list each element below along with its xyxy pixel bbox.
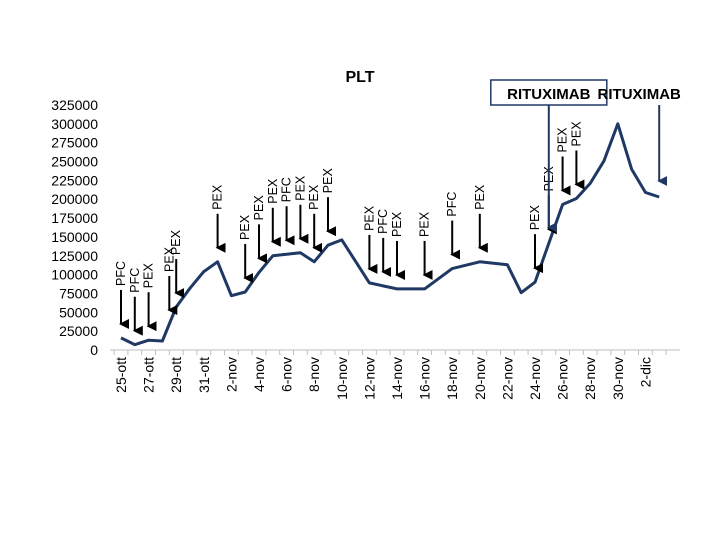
x-tick-label: 10-nov bbox=[334, 357, 350, 400]
y-tick-label: 100000 bbox=[51, 267, 98, 283]
annotation-label: PEX bbox=[211, 184, 225, 210]
x-tick-label: 8-nov bbox=[306, 357, 322, 392]
x-tick-label: 26-nov bbox=[555, 357, 571, 400]
annotation-label: PEX bbox=[238, 214, 252, 240]
y-tick-label: 75000 bbox=[59, 285, 98, 301]
annotation-label: PEX bbox=[390, 211, 404, 237]
rituximab-label: RITUXIMAB bbox=[598, 86, 681, 103]
x-tick-label: 28-nov bbox=[582, 357, 598, 400]
annotation-label: PFC bbox=[128, 268, 142, 293]
y-tick-label: 25000 bbox=[59, 323, 98, 339]
annotation-label: PEX bbox=[142, 263, 156, 289]
y-tick-label: 125000 bbox=[51, 248, 98, 264]
x-tick-label: 18-nov bbox=[444, 357, 460, 400]
annotation-label: PEX bbox=[321, 168, 335, 194]
y-tick-label: 175000 bbox=[51, 210, 98, 226]
annotation-label: PFC bbox=[280, 177, 294, 202]
x-tick-label: 4-nov bbox=[251, 357, 267, 392]
annotation-label: PEX bbox=[473, 184, 487, 210]
annotation-label: PEX bbox=[169, 229, 183, 255]
x-tick-label: 2-nov bbox=[223, 357, 239, 392]
annotation-label: PEX bbox=[307, 184, 321, 210]
annotation-label: PFC bbox=[114, 261, 128, 286]
annotation-label: PEX bbox=[418, 211, 432, 237]
axes bbox=[110, 349, 680, 355]
rituximab-markers: RITUXIMAB RITUXIMAB bbox=[490, 79, 681, 233]
chart-title: PLT bbox=[345, 69, 374, 86]
x-tick-label: 25-ott bbox=[113, 357, 129, 393]
annotation-label: PFC bbox=[376, 209, 390, 234]
x-tick-label: 22-nov bbox=[499, 357, 515, 400]
annotation-label: PEX bbox=[569, 121, 583, 147]
y-tick-label: 275000 bbox=[51, 135, 98, 151]
rituximab-box bbox=[490, 79, 608, 106]
annotation-label: PEX bbox=[362, 205, 376, 231]
x-tick-label: 24-nov bbox=[527, 357, 543, 400]
x-tick-label: 6-nov bbox=[279, 357, 295, 392]
y-tick-label: 300000 bbox=[51, 116, 98, 132]
y-axis-ticks: 0 25000 50000 75000 100000 125000 150000 175000… bbox=[51, 97, 98, 358]
y-tick-label: 325000 bbox=[51, 97, 98, 113]
x-tick-label: 29-ott bbox=[168, 357, 184, 393]
x-tick-label: 27-ott bbox=[141, 357, 157, 393]
y-tick-label: 50000 bbox=[59, 304, 98, 320]
y-tick-label: 150000 bbox=[51, 229, 98, 245]
annotation-label: PEX bbox=[162, 246, 176, 272]
annotation-label: PFC bbox=[445, 192, 459, 217]
x-tick-label: 14-nov bbox=[389, 357, 405, 400]
x-tick-label: 16-nov bbox=[417, 357, 433, 400]
x-tick-label: 12-nov bbox=[361, 357, 377, 400]
x-tick-label: 20-nov bbox=[472, 357, 488, 400]
y-tick-label: 0 bbox=[90, 342, 98, 358]
series-layer bbox=[120, 122, 660, 347]
x-tick-label: 31-ott bbox=[196, 357, 212, 393]
rituximab-label: RITUXIMAB bbox=[507, 86, 590, 103]
y-tick-label: 200000 bbox=[51, 191, 98, 207]
x-tick-label: 2-dic bbox=[637, 357, 653, 387]
annotation-label: PEX bbox=[266, 178, 280, 204]
x-axis-ticks: 25-ott 27-ott 29-ott 31-ott 2-nov 4-nov 6-nov 8… bbox=[113, 357, 653, 400]
series-line bbox=[120, 122, 660, 347]
annotation-label: PEX bbox=[252, 195, 266, 221]
annotation-label: PEX bbox=[528, 204, 542, 230]
y-tick-label: 225000 bbox=[51, 172, 98, 188]
annotation-label: PEX bbox=[556, 127, 570, 153]
x-tick-label: 30-nov bbox=[610, 357, 626, 400]
y-tick-label: 250000 bbox=[51, 154, 98, 170]
annotation-label: PEX bbox=[293, 175, 307, 201]
